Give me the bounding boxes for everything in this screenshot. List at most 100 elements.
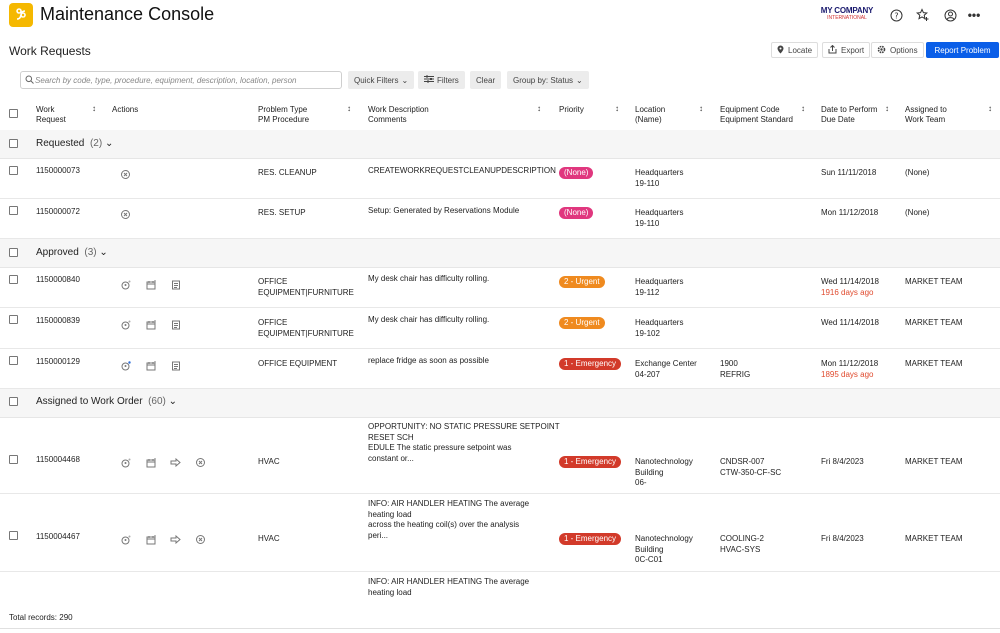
column-location[interactable]: Location (Name) (635, 105, 666, 124)
search-placeholder: Search by code, type, procedure, equipme… (35, 75, 297, 85)
svg-text:?: ? (894, 11, 898, 20)
column-work-request[interactable]: Work Request (36, 105, 66, 124)
favorites-icon[interactable] (915, 7, 931, 23)
column-actions: Actions (112, 105, 139, 114)
column-assigned[interactable]: Assigned to Work Team (905, 105, 947, 124)
chevron-down-icon: ⌄ (104, 138, 114, 149)
sort-icon[interactable]: ↕ (801, 104, 805, 113)
forward-arrow-icon[interactable] (170, 534, 181, 545)
cancel-icon[interactable] (120, 209, 131, 220)
group-checkbox[interactable] (9, 397, 18, 406)
calendar-icon[interactable] (145, 319, 156, 330)
row-checkbox[interactable] (9, 315, 18, 324)
row-checkbox[interactable] (9, 166, 18, 175)
company-logo: MY COMPANY INTERNATIONAL (820, 6, 874, 21)
group-header-requested[interactable]: Requested (2) ⌄ (0, 130, 1000, 159)
group-header-approved[interactable]: Approved (3) ⌄ (0, 239, 1000, 268)
options-button[interactable]: Options (871, 42, 924, 58)
export-button[interactable]: Export (822, 42, 871, 58)
table-row[interactable]: 1150000840 OFFICE EQUIPMENT|FURNITURE My … (0, 267, 1000, 308)
table-row[interactable]: INFO: AIR HANDLER HEATING The average hea… (368, 577, 530, 597)
clear-button[interactable]: Clear (470, 71, 502, 89)
group-checkbox[interactable] (9, 139, 18, 148)
footer-divider (0, 628, 1000, 629)
overdue-text: 1895 days ago (821, 369, 874, 379)
quick-filters-button[interactable]: Quick Filters ⌄ (348, 71, 415, 89)
row-checkbox[interactable] (9, 531, 18, 540)
gear-icon (877, 45, 886, 56)
sort-icon[interactable]: ↕ (615, 104, 619, 113)
chevron-down-icon: ⌄ (401, 75, 409, 85)
table-row[interactable]: 1150004467 HVAC INFO: AIR HANDLER HEATIN… (0, 493, 1000, 572)
group-checkbox[interactable] (9, 248, 18, 257)
row-checkbox[interactable] (9, 455, 18, 464)
row-checkbox[interactable] (9, 275, 18, 284)
search-input[interactable]: Search by code, type, procedure, equipme… (20, 71, 342, 89)
help-icon[interactable]: ? (888, 7, 904, 23)
table-row[interactable]: 1150000072 RES. SETUP Setup: Generated b… (0, 198, 1000, 239)
calendar-icon[interactable] (145, 457, 156, 468)
calendar-icon[interactable] (145, 360, 156, 371)
priority-badge: 1 - Emergency (559, 456, 622, 468)
report-problem-button[interactable]: Report Problem (926, 42, 999, 58)
overdue-text: 1916 days ago (821, 287, 874, 297)
filters-button[interactable]: Filters (418, 71, 465, 89)
sort-icon[interactable]: ↕ (988, 104, 992, 113)
assign-icon[interactable] (120, 457, 131, 468)
document-icon[interactable] (170, 319, 181, 330)
forward-arrow-icon[interactable] (170, 457, 181, 468)
assign-icon[interactable] (120, 534, 131, 545)
search-icon (25, 75, 34, 86)
app-title: Maintenance Console (40, 4, 215, 24)
priority-badge: 2 - Urgent (559, 276, 605, 288)
location-pin-icon (777, 45, 784, 56)
sort-icon[interactable]: ↕ (92, 104, 96, 113)
filter-sliders-icon (424, 75, 434, 85)
sort-icon[interactable]: ↕ (537, 104, 541, 113)
row-checkbox[interactable] (9, 356, 18, 365)
sort-icon[interactable]: ↕ (885, 104, 889, 113)
priority-badge: (None) (559, 207, 594, 219)
assign-icon[interactable] (120, 319, 131, 330)
row-checkbox[interactable] (9, 206, 18, 215)
filter-bar: Search by code, type, procedure, equipme… (0, 70, 1000, 92)
column-date[interactable]: Date to Perform Due Date (821, 105, 878, 124)
assign-icon[interactable] (120, 279, 131, 290)
cancel-icon[interactable] (120, 169, 131, 180)
calendar-icon[interactable] (145, 534, 156, 545)
column-equipment[interactable]: Equipment Code Equipment Standard (720, 105, 793, 124)
page-title: Work Requests (9, 44, 91, 58)
sort-icon[interactable]: ↕ (347, 104, 351, 113)
column-priority[interactable]: Priority (559, 105, 584, 114)
document-icon[interactable] (170, 279, 181, 290)
column-work-description[interactable]: Work Description Comments (368, 105, 429, 124)
total-records: Total records: 290 (9, 613, 73, 622)
select-all-checkbox[interactable] (9, 109, 18, 118)
table-row[interactable]: 1150000073 RES. CLEANUP CREATEWORKREQUES… (0, 158, 1000, 199)
priority-badge: (None) (559, 167, 594, 179)
table-row[interactable]: 1150000839 OFFICE EQUIPMENT|FURNITURE My … (0, 307, 1000, 349)
cancel-icon[interactable] (195, 457, 206, 468)
more-icon[interactable]: ••• (967, 8, 981, 22)
table-row[interactable]: 1150004468 HVAC OPPORTUNITY: NO STATIC P… (0, 417, 1000, 494)
export-icon (828, 44, 837, 56)
page-header: Work Requests Locate Export Options Repo… (0, 37, 1000, 63)
document-icon[interactable] (170, 360, 181, 371)
table-row[interactable]: 1150000129 OFFICE EQUIPMENT replace frid… (0, 348, 1000, 389)
calendar-icon[interactable] (145, 279, 156, 290)
assign-icon[interactable] (120, 360, 131, 371)
chevron-down-icon: ⌄ (168, 396, 178, 407)
chevron-down-icon: ⌄ (99, 247, 108, 258)
table-header: Work Request ↕ Actions Problem Type PM Pro… (0, 100, 1000, 131)
top-bar: Maintenance Console MY COMPANY INTERNATI… (0, 0, 1000, 32)
column-problem-type[interactable]: Problem Type PM Procedure (258, 105, 310, 124)
app-logo (9, 3, 33, 27)
priority-badge: 1 - Emergency (559, 358, 622, 370)
group-by-select[interactable]: Group by: Status ⌄ (507, 71, 589, 89)
group-header-assigned[interactable]: Assigned to Work Order (60) ⌄ (0, 389, 1000, 418)
user-icon[interactable] (942, 7, 958, 23)
sort-icon[interactable]: ↕ (699, 104, 703, 113)
cancel-icon[interactable] (195, 534, 206, 545)
chevron-down-icon: ⌄ (576, 75, 583, 85)
locate-button[interactable]: Locate (771, 42, 819, 58)
